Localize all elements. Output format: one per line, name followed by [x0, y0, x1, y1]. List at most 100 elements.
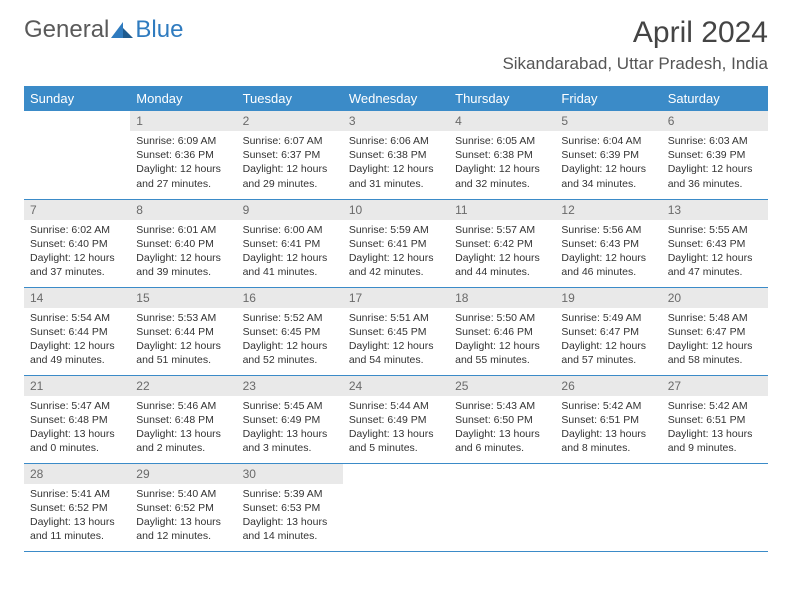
sunset-text: Sunset: 6:52 PM: [30, 501, 124, 515]
calendar-day-cell: 20Sunrise: 5:48 AMSunset: 6:47 PMDayligh…: [662, 287, 768, 375]
daylight-text: Daylight: 12 hours and 47 minutes.: [668, 251, 762, 279]
sunset-text: Sunset: 6:43 PM: [561, 237, 655, 251]
day-number: 16: [237, 288, 343, 308]
day-number: 28: [24, 464, 130, 484]
daylight-text: Daylight: 12 hours and 34 minutes.: [561, 162, 655, 190]
sunset-text: Sunset: 6:44 PM: [30, 325, 124, 339]
day-details: Sunrise: 5:49 AMSunset: 6:47 PMDaylight:…: [555, 308, 661, 372]
sunrise-text: Sunrise: 6:06 AM: [349, 134, 443, 148]
sunset-text: Sunset: 6:41 PM: [243, 237, 337, 251]
day-number: 9: [237, 200, 343, 220]
sunset-text: Sunset: 6:49 PM: [243, 413, 337, 427]
brand-blue: Blue: [135, 16, 183, 44]
calendar-day-cell: 12Sunrise: 5:56 AMSunset: 6:43 PMDayligh…: [555, 199, 661, 287]
day-details: Sunrise: 5:42 AMSunset: 6:51 PMDaylight:…: [662, 396, 768, 460]
sunrise-text: Sunrise: 5:39 AM: [243, 487, 337, 501]
sunset-text: Sunset: 6:49 PM: [349, 413, 443, 427]
day-number: 10: [343, 200, 449, 220]
sunset-text: Sunset: 6:51 PM: [561, 413, 655, 427]
calendar-day-cell: 14Sunrise: 5:54 AMSunset: 6:44 PMDayligh…: [24, 287, 130, 375]
calendar-day-cell: 27Sunrise: 5:42 AMSunset: 6:51 PMDayligh…: [662, 375, 768, 463]
sunrise-text: Sunrise: 5:46 AM: [136, 399, 230, 413]
day-details: Sunrise: 5:55 AMSunset: 6:43 PMDaylight:…: [662, 220, 768, 284]
day-details: Sunrise: 5:41 AMSunset: 6:52 PMDaylight:…: [24, 484, 130, 548]
calendar-day-cell: 1Sunrise: 6:09 AMSunset: 6:36 PMDaylight…: [130, 111, 236, 199]
sunset-text: Sunset: 6:44 PM: [136, 325, 230, 339]
calendar-day-cell: .: [662, 463, 768, 551]
day-details: Sunrise: 6:04 AMSunset: 6:39 PMDaylight:…: [555, 131, 661, 195]
sunrise-text: Sunrise: 5:42 AM: [668, 399, 762, 413]
day-number: 7: [24, 200, 130, 220]
daylight-text: Daylight: 12 hours and 42 minutes.: [349, 251, 443, 279]
sunrise-text: Sunrise: 5:43 AM: [455, 399, 549, 413]
daylight-text: Daylight: 13 hours and 2 minutes.: [136, 427, 230, 455]
calendar-day-cell: 25Sunrise: 5:43 AMSunset: 6:50 PMDayligh…: [449, 375, 555, 463]
sunrise-text: Sunrise: 6:01 AM: [136, 223, 230, 237]
sunrise-text: Sunrise: 6:07 AM: [243, 134, 337, 148]
day-number: 21: [24, 376, 130, 396]
calendar-day-cell: 17Sunrise: 5:51 AMSunset: 6:45 PMDayligh…: [343, 287, 449, 375]
calendar-day-cell: 24Sunrise: 5:44 AMSunset: 6:49 PMDayligh…: [343, 375, 449, 463]
daylight-text: Daylight: 12 hours and 37 minutes.: [30, 251, 124, 279]
brand-general: General: [24, 16, 109, 44]
calendar-day-cell: 4Sunrise: 6:05 AMSunset: 6:38 PMDaylight…: [449, 111, 555, 199]
sunrise-text: Sunrise: 5:41 AM: [30, 487, 124, 501]
daylight-text: Daylight: 12 hours and 36 minutes.: [668, 162, 762, 190]
day-details: Sunrise: 5:48 AMSunset: 6:47 PMDaylight:…: [662, 308, 768, 372]
sunset-text: Sunset: 6:52 PM: [136, 501, 230, 515]
day-number: 24: [343, 376, 449, 396]
sunset-text: Sunset: 6:43 PM: [668, 237, 762, 251]
sunset-text: Sunset: 6:42 PM: [455, 237, 549, 251]
daylight-text: Daylight: 13 hours and 9 minutes.: [668, 427, 762, 455]
calendar-day-cell: 6Sunrise: 6:03 AMSunset: 6:39 PMDaylight…: [662, 111, 768, 199]
weekday-header: Tuesday: [237, 86, 343, 111]
daylight-text: Daylight: 12 hours and 49 minutes.: [30, 339, 124, 367]
daylight-text: Daylight: 12 hours and 29 minutes.: [243, 162, 337, 190]
calendar-week-row: 14Sunrise: 5:54 AMSunset: 6:44 PMDayligh…: [24, 287, 768, 375]
day-number: 19: [555, 288, 661, 308]
daylight-text: Daylight: 12 hours and 54 minutes.: [349, 339, 443, 367]
day-number: 4: [449, 111, 555, 131]
sunrise-text: Sunrise: 5:44 AM: [349, 399, 443, 413]
daylight-text: Daylight: 13 hours and 6 minutes.: [455, 427, 549, 455]
sunset-text: Sunset: 6:50 PM: [455, 413, 549, 427]
day-details: Sunrise: 5:54 AMSunset: 6:44 PMDaylight:…: [24, 308, 130, 372]
calendar-day-cell: 11Sunrise: 5:57 AMSunset: 6:42 PMDayligh…: [449, 199, 555, 287]
daylight-text: Daylight: 13 hours and 3 minutes.: [243, 427, 337, 455]
sunset-text: Sunset: 6:48 PM: [136, 413, 230, 427]
sunset-text: Sunset: 6:45 PM: [243, 325, 337, 339]
sunset-text: Sunset: 6:36 PM: [136, 148, 230, 162]
daylight-text: Daylight: 12 hours and 46 minutes.: [561, 251, 655, 279]
weekday-header: Wednesday: [343, 86, 449, 111]
calendar-day-cell: 7Sunrise: 6:02 AMSunset: 6:40 PMDaylight…: [24, 199, 130, 287]
day-number: 5: [555, 111, 661, 131]
day-number: 20: [662, 288, 768, 308]
calendar-day-cell: 19Sunrise: 5:49 AMSunset: 6:47 PMDayligh…: [555, 287, 661, 375]
day-details: Sunrise: 5:43 AMSunset: 6:50 PMDaylight:…: [449, 396, 555, 460]
day-number: 2: [237, 111, 343, 131]
day-details: Sunrise: 5:59 AMSunset: 6:41 PMDaylight:…: [343, 220, 449, 284]
sunrise-text: Sunrise: 5:51 AM: [349, 311, 443, 325]
sunset-text: Sunset: 6:51 PM: [668, 413, 762, 427]
sunrise-text: Sunrise: 6:05 AM: [455, 134, 549, 148]
day-number: 30: [237, 464, 343, 484]
calendar-day-cell: 18Sunrise: 5:50 AMSunset: 6:46 PMDayligh…: [449, 287, 555, 375]
day-number: 27: [662, 376, 768, 396]
day-number: 6: [662, 111, 768, 131]
day-details: Sunrise: 6:02 AMSunset: 6:40 PMDaylight:…: [24, 220, 130, 284]
weekday-header: Thursday: [449, 86, 555, 111]
day-details: Sunrise: 5:57 AMSunset: 6:42 PMDaylight:…: [449, 220, 555, 284]
day-details: Sunrise: 5:50 AMSunset: 6:46 PMDaylight:…: [449, 308, 555, 372]
sunrise-text: Sunrise: 6:09 AM: [136, 134, 230, 148]
day-number: 8: [130, 200, 236, 220]
day-details: Sunrise: 6:00 AMSunset: 6:41 PMDaylight:…: [237, 220, 343, 284]
daylight-text: Daylight: 13 hours and 11 minutes.: [30, 515, 124, 543]
day-details: Sunrise: 6:03 AMSunset: 6:39 PMDaylight:…: [662, 131, 768, 195]
day-number: 13: [662, 200, 768, 220]
sunrise-text: Sunrise: 5:42 AM: [561, 399, 655, 413]
daylight-text: Daylight: 12 hours and 55 minutes.: [455, 339, 549, 367]
day-number: 15: [130, 288, 236, 308]
sunset-text: Sunset: 6:47 PM: [668, 325, 762, 339]
calendar-week-row: 21Sunrise: 5:47 AMSunset: 6:48 PMDayligh…: [24, 375, 768, 463]
sunrise-text: Sunrise: 6:00 AM: [243, 223, 337, 237]
